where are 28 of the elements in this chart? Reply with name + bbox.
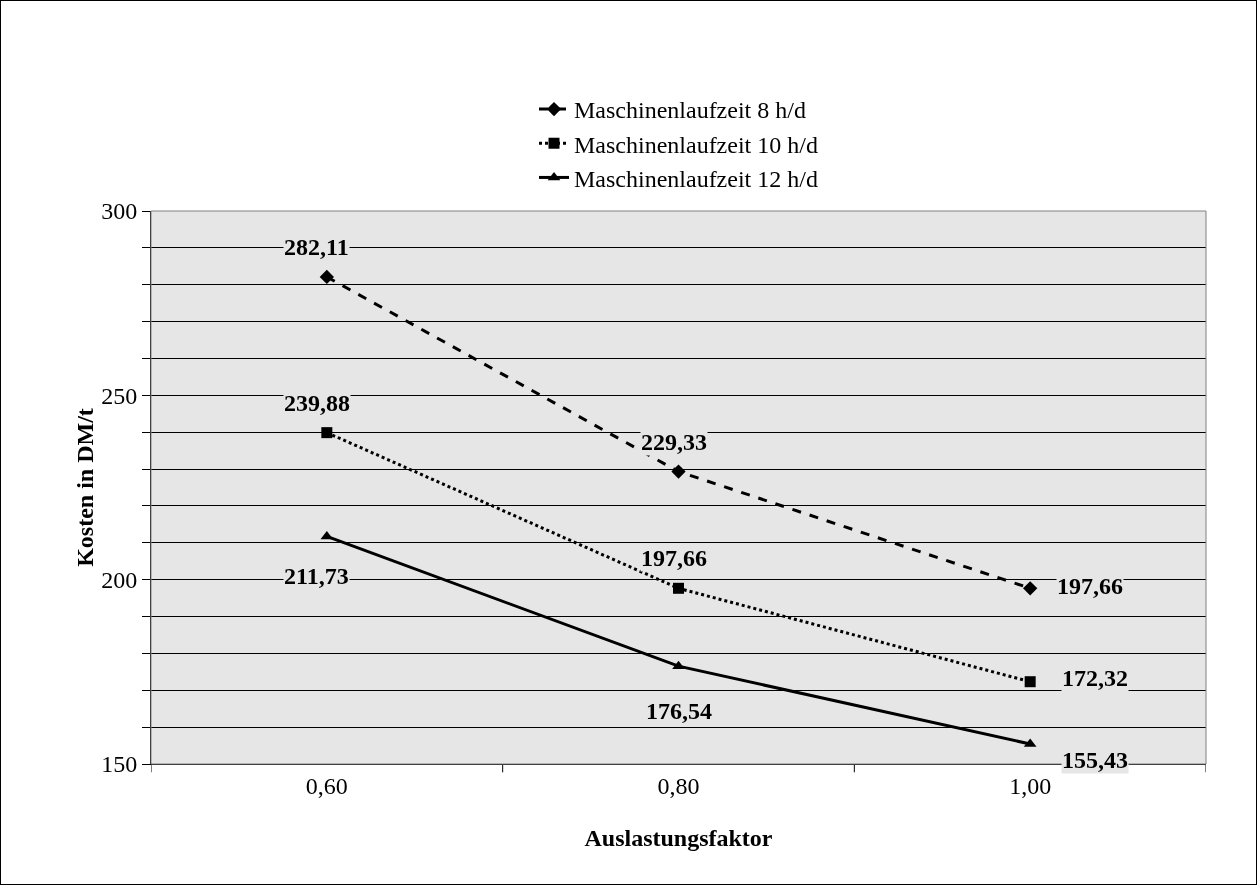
y-axis-title: Kosten in DM/t — [72, 408, 98, 567]
x-axis-title: Auslastungsfaktor — [584, 825, 773, 851]
data-label: 211,73 — [284, 563, 349, 589]
point — [320, 530, 334, 540]
data-label: 197,66 — [641, 545, 707, 571]
point — [671, 464, 686, 479]
legend-label: Maschinenlaufzeit 8 h/d — [574, 97, 806, 124]
x-tick-label: 1,00 — [1009, 772, 1052, 799]
point — [1024, 676, 1036, 688]
x-tick-label: 0,60 — [305, 772, 348, 799]
data-label: 229,33 — [641, 429, 707, 455]
data-label: 197,66 — [1057, 573, 1123, 599]
y-tick-label: 300 — [101, 198, 138, 225]
point — [673, 582, 684, 594]
legend-label: Maschinenlaufzeit 10 h/d — [574, 131, 818, 158]
y-tick-label: 250 — [101, 382, 138, 409]
y-tick-label: 150 — [101, 751, 138, 778]
data-label: 155,43 — [1062, 747, 1128, 773]
data-label: 239,88 — [284, 390, 350, 416]
point — [1023, 581, 1038, 596]
x-tick-label: 0,80 — [657, 772, 700, 799]
data-label: 176,54 — [646, 698, 712, 724]
legend-label: Maschinenlaufzeit 12 h/d — [574, 165, 818, 192]
point — [321, 427, 333, 439]
data-label: 172,32 — [1062, 665, 1128, 691]
data-label: 282,11 — [284, 234, 349, 260]
y-tick-label: 200 — [101, 567, 138, 594]
point — [319, 269, 334, 285]
